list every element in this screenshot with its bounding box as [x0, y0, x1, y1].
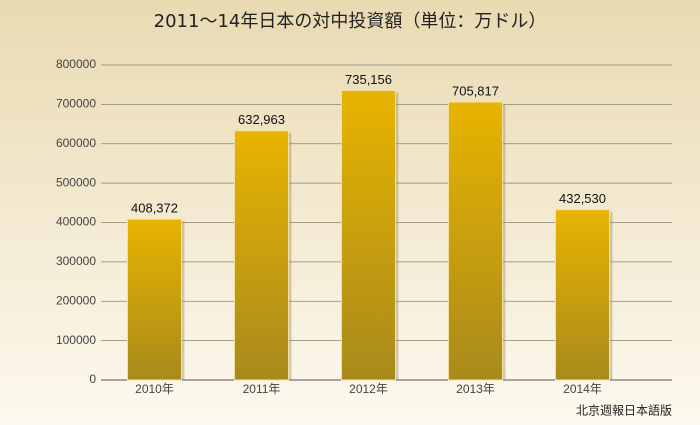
y-tick-label: 500000	[56, 175, 96, 189]
bar	[127, 218, 182, 381]
y-tick-label: 200000	[56, 293, 96, 307]
x-tick-label: 2011年	[243, 382, 281, 396]
value-label: 632,963	[238, 112, 285, 127]
y-tick-label: 700000	[56, 97, 96, 111]
bar	[555, 209, 610, 381]
chart-title: 2011～14年日本の対中投資額（単位：万ドル）	[154, 11, 547, 32]
y-tick-label: 800000	[56, 57, 96, 71]
y-tick-label: 400000	[56, 215, 96, 229]
value-label: 432,530	[559, 191, 606, 206]
x-tick-label: 2014年	[563, 382, 602, 396]
value-label: 735,156	[345, 72, 392, 87]
value-label: 705,817	[452, 84, 499, 99]
x-tick-label: 2013年	[456, 382, 495, 396]
bar	[341, 90, 396, 381]
y-tick-label: 600000	[56, 136, 96, 150]
source: 北京週報日本語版	[576, 403, 672, 418]
y-tick-label: 300000	[56, 254, 96, 268]
y-tick-label: 100000	[56, 333, 96, 347]
bar	[448, 101, 503, 381]
value-label: 408,372	[131, 201, 178, 216]
y-tick-label: 0	[89, 372, 96, 386]
bar	[234, 130, 289, 381]
x-tick-label: 2010年	[135, 382, 174, 396]
x-tick-label: 2012年	[349, 382, 388, 396]
